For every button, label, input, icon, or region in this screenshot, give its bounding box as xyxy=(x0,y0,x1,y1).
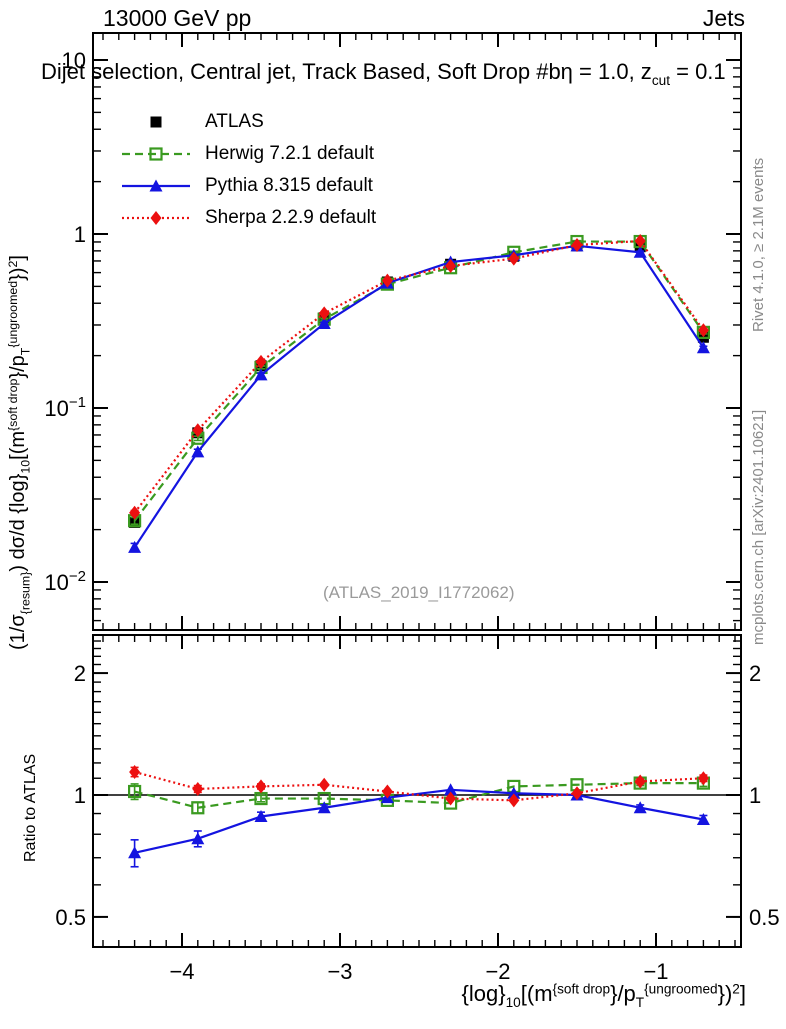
label-fragment: T xyxy=(18,347,33,356)
svg-text:−1: −1 xyxy=(643,959,668,984)
label-fragment: cut xyxy=(651,73,670,89)
svg-text:−4: −4 xyxy=(169,959,194,984)
label-fragment: T xyxy=(635,995,645,1011)
legend-label: Herwig 7.2.1 default xyxy=(205,143,374,164)
label-fragment: {log} xyxy=(461,981,506,1006)
svg-text:10−2: 10−2 xyxy=(44,568,86,595)
label-fragment: [(m xyxy=(520,981,553,1006)
svg-text:1: 1 xyxy=(74,783,86,808)
legend: ATLAS Herwig 7.2.1 default Pythia 8.315 de… xyxy=(120,106,376,234)
x-axis-title: {log}10[(m{soft drop}/pT{ungroomed})2] xyxy=(462,981,746,1010)
legend-label: Sherpa 2.2.9 default xyxy=(205,207,377,228)
ratio-panel-frame xyxy=(92,634,742,948)
legend-row: Sherpa 2.2.9 default xyxy=(120,202,376,234)
label-fragment: {soft drop xyxy=(552,981,611,997)
svg-text:0.5: 0.5 xyxy=(55,905,86,930)
series-ratio-sherpa xyxy=(129,764,709,808)
label-fragment: 2 xyxy=(732,981,740,997)
legend-row: Pythia 8.315 default xyxy=(120,170,376,202)
legend-row: ATLAS xyxy=(120,106,376,138)
svg-text:2: 2 xyxy=(74,661,86,686)
ratio-y-axis-title: Ratio to ATLAS xyxy=(22,753,39,862)
series-ratio-pythia xyxy=(128,783,710,868)
legend-marker-open-square xyxy=(122,147,190,161)
label-fragment: }/p xyxy=(610,981,636,1006)
label-fragment: [(m xyxy=(6,430,29,460)
legend-label: Pythia 8.315 default xyxy=(205,175,373,196)
analysis-type-label: Jets xyxy=(702,5,745,31)
label-fragment: {resum} xyxy=(18,571,33,615)
mcplots-credit-label: mcplots.cern.ch [arXiv:2401.10621] xyxy=(750,409,767,645)
label-fragment: {soft drop xyxy=(6,378,20,431)
label-fragment: }) xyxy=(717,981,733,1006)
rivet-version-label: Rivet 4.1.0, ≥ 2.1M events xyxy=(750,157,767,332)
series-main-sherpa xyxy=(129,233,709,520)
legend-label: ATLAS xyxy=(205,111,264,132)
legend-marker-triangle xyxy=(122,179,190,192)
main-panel-frame xyxy=(92,32,742,631)
plot-title: Dijet selection, Central jet, Track Base… xyxy=(41,59,726,88)
analysis-id-watermark: (ATLAS_2019_I1772062) xyxy=(323,583,515,602)
label-fragment: 10 xyxy=(505,995,521,1011)
series-main-herwig xyxy=(128,234,711,528)
label-fragment: {ungroomed xyxy=(6,280,20,348)
svg-text:1: 1 xyxy=(749,783,761,808)
label-fragment: ] xyxy=(739,981,746,1006)
legend-marker-diamond xyxy=(122,211,190,225)
legend-row: Herwig 7.2.1 default xyxy=(120,138,376,170)
main-y-axis-ticks xyxy=(93,59,741,622)
label-fragment: (1/σ xyxy=(6,614,29,650)
main-y-tick-labels: 10 1 10−1 10−2 xyxy=(44,48,86,595)
svg-text:−3: −3 xyxy=(327,959,352,984)
x-axis-ticks xyxy=(102,33,736,947)
svg-text:2: 2 xyxy=(749,661,761,686)
label-fragment: {ungroomed xyxy=(644,981,718,997)
label-fragment: Dijet selection, Central jet, Track Base… xyxy=(41,59,652,84)
label-fragment: ] xyxy=(6,255,29,261)
beam-energy-label: 13000 GeV pp xyxy=(103,5,252,31)
svg-text:10: 10 xyxy=(62,48,86,73)
label-fragment: 2 xyxy=(6,260,20,268)
svg-text:0.5: 0.5 xyxy=(749,905,780,930)
label-fragment: }) xyxy=(6,267,29,281)
label-fragment: }/p xyxy=(6,355,29,379)
label-fragment: 10 xyxy=(18,459,33,474)
series-main-atlas xyxy=(129,240,709,528)
label-fragment: = 0.1 xyxy=(670,59,726,84)
main-y-axis-title: (1/σ{resum}) dσ/d {log}10[(m{soft drop}/… xyxy=(6,255,32,650)
ratio-y-axis-ticks xyxy=(93,640,741,918)
svg-text:1: 1 xyxy=(74,222,86,247)
ratio-y-tick-labels: 2 2 1 1 0.5 0.5 xyxy=(55,661,779,930)
legend-marker-square xyxy=(150,116,162,128)
svg-text:10−1: 10−1 xyxy=(44,394,86,421)
svg-text:−2: −2 xyxy=(485,959,510,984)
x-tick-labels: −4 −3 −2 −1 xyxy=(169,959,668,984)
series-main-pythia xyxy=(128,239,710,553)
label-fragment: ) dσ/d {log} xyxy=(6,473,29,572)
series-ratio-herwig xyxy=(128,776,711,815)
